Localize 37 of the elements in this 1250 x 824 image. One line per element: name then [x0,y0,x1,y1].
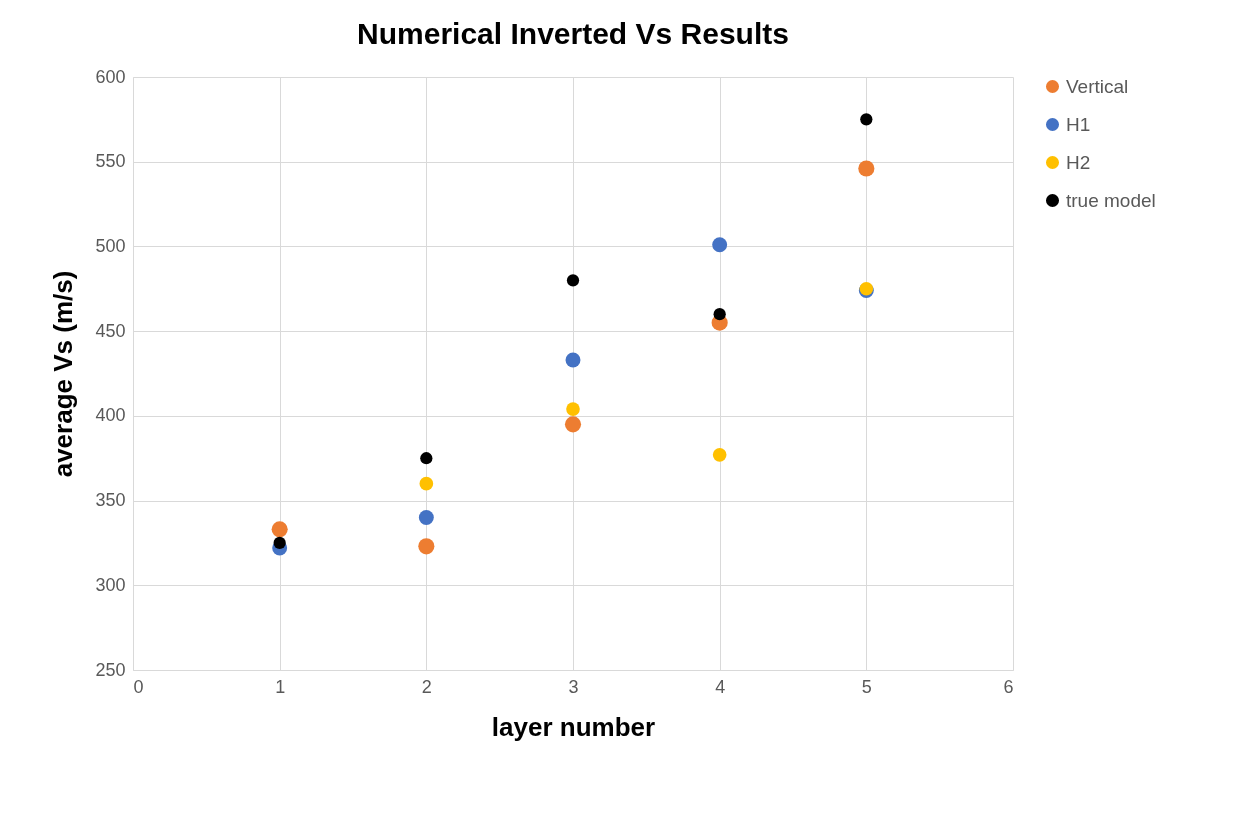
y-tick-label: 600 [95,66,126,87]
x-axis-title: layer number [491,711,656,742]
point [566,402,580,416]
y-axis-title: average Vs (m/s) [48,270,79,478]
point [419,476,434,491]
y-tick-label: 450 [95,320,126,341]
legend-label: H1 [1066,113,1091,135]
point [860,113,873,126]
point [564,416,582,433]
y-tick-label: 400 [95,405,126,426]
legend-label: H2 [1066,151,1091,173]
point [271,521,288,538]
y-tick-label: 550 [95,151,126,172]
point [712,448,727,462]
chart-title: Numerical Inverted Vs Results [357,17,789,50]
point [713,308,726,321]
legend-label: Vertical [1066,75,1129,97]
point [420,452,433,465]
point [273,536,286,550]
y-tick-label: 300 [95,574,126,595]
point [858,160,875,177]
point [418,510,434,525]
x-tick-label: 0 [133,676,144,697]
x-tick-label: 4 [715,676,726,697]
y-tick-label: 500 [95,235,126,256]
y-tick-label: 250 [95,659,126,680]
point [565,352,581,368]
y-tick-label: 350 [95,490,126,511]
x-tick-label: 2 [421,676,432,697]
x-tick-label: 1 [275,676,286,697]
x-tick-label: 3 [568,676,579,697]
x-tick-label: 6 [1003,676,1014,697]
x-tick-label: 5 [861,676,872,697]
point [712,237,728,253]
point [566,274,580,287]
legend-label: true model [1066,189,1156,211]
point [418,538,435,555]
